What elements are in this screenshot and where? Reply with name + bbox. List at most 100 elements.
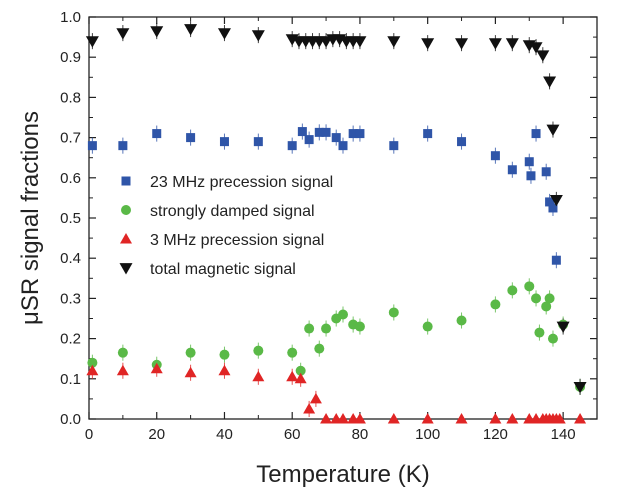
data-point	[251, 30, 265, 42]
data-point	[295, 365, 306, 376]
data-point	[544, 293, 555, 304]
y-tick-label: 1.0	[60, 9, 81, 26]
data-point	[541, 167, 551, 177]
data-point	[534, 327, 545, 338]
data-point	[321, 127, 331, 137]
data-point	[489, 413, 502, 424]
legend: 23 MHz precession signal strongly damped …	[119, 174, 333, 278]
data-point	[549, 195, 563, 207]
data-point	[354, 321, 365, 332]
y-tick-label: 0.6	[60, 170, 81, 187]
data-point	[309, 392, 322, 404]
data-point	[490, 151, 500, 161]
data-point	[536, 50, 550, 62]
data-point	[422, 321, 433, 332]
axis-ticks: 0 20 40 60 80 100 120 140 0.0 0.1 0.2 0.3 0.4 0.5 0.6 0…	[60, 9, 597, 443]
data-point	[184, 366, 197, 378]
x-tick-label: 80	[352, 426, 369, 443]
data-point	[150, 26, 164, 38]
data-point	[490, 299, 501, 310]
data-point	[286, 370, 299, 382]
data-point	[548, 203, 558, 213]
data-point	[388, 307, 399, 318]
y-tick-label: 0.7	[60, 130, 81, 147]
data-point	[529, 42, 543, 54]
data-point	[387, 36, 401, 48]
data-point	[294, 372, 307, 384]
data-point	[545, 197, 555, 207]
data-point	[217, 28, 231, 40]
data-point	[338, 141, 348, 151]
data-point	[85, 36, 99, 48]
y-axis-title: μSR signal fractions	[17, 111, 44, 325]
data-point	[253, 137, 263, 147]
data-point	[541, 301, 552, 312]
data-point	[152, 129, 162, 139]
data-point	[218, 364, 231, 376]
data-points	[85, 24, 587, 424]
x-tick-label: 120	[483, 426, 508, 443]
x-tick-label: 60	[284, 426, 301, 443]
data-point	[553, 413, 566, 424]
data-point	[455, 413, 468, 424]
legend-marker	[119, 263, 133, 275]
x-tick-label: 40	[216, 426, 233, 443]
data-point	[455, 38, 469, 50]
legend-marker	[121, 176, 131, 186]
data-point	[184, 24, 198, 36]
data-point	[353, 36, 367, 48]
data-point	[551, 255, 561, 265]
data-point	[505, 38, 519, 50]
y-tick-label: 0.4	[60, 250, 81, 267]
legend-label: 3 MHz precession signal	[150, 232, 324, 249]
legend-label: total magnetic signal	[150, 261, 296, 278]
data-point	[355, 129, 365, 139]
data-point	[304, 323, 315, 334]
legend-marker	[121, 205, 131, 215]
data-point	[456, 315, 467, 326]
data-point	[331, 133, 341, 143]
legend-label: strongly damped signal	[150, 203, 315, 220]
data-point	[546, 124, 560, 137]
data-point	[185, 347, 196, 358]
data-point	[303, 402, 316, 414]
data-point	[531, 293, 542, 304]
data-point	[314, 343, 325, 354]
data-point	[488, 38, 502, 50]
x-tick-label: 100	[415, 426, 440, 443]
y-tick-label: 0.5	[60, 210, 81, 227]
data-point	[524, 157, 534, 167]
data-point	[547, 333, 558, 344]
data-point	[86, 364, 99, 376]
y-tick-label: 0.1	[60, 371, 81, 388]
data-point	[321, 323, 332, 334]
data-point	[186, 133, 196, 143]
data-point	[116, 28, 130, 40]
data-point	[389, 141, 399, 151]
x-tick-label: 140	[551, 426, 576, 443]
y-tick-label: 0.3	[60, 290, 81, 307]
data-point	[287, 347, 298, 358]
data-point	[531, 129, 541, 139]
data-point	[117, 347, 128, 358]
data-point	[457, 137, 467, 147]
data-point	[118, 141, 128, 151]
x-axis-title: Temperature (K)	[256, 461, 429, 488]
data-point	[219, 349, 230, 360]
data-point	[150, 362, 163, 374]
data-point	[87, 357, 98, 368]
data-point	[116, 364, 129, 376]
data-point	[423, 129, 433, 139]
data-point	[320, 413, 333, 424]
data-point	[387, 413, 400, 424]
y-tick-label: 0.9	[60, 49, 81, 66]
x-tick-label: 20	[148, 426, 165, 443]
legend-label: 23 MHz precession signal	[150, 174, 333, 191]
data-point	[507, 165, 517, 175]
data-point	[526, 171, 536, 181]
y-tick-label: 0.8	[60, 89, 81, 106]
data-point	[338, 309, 348, 320]
data-point	[297, 127, 307, 137]
